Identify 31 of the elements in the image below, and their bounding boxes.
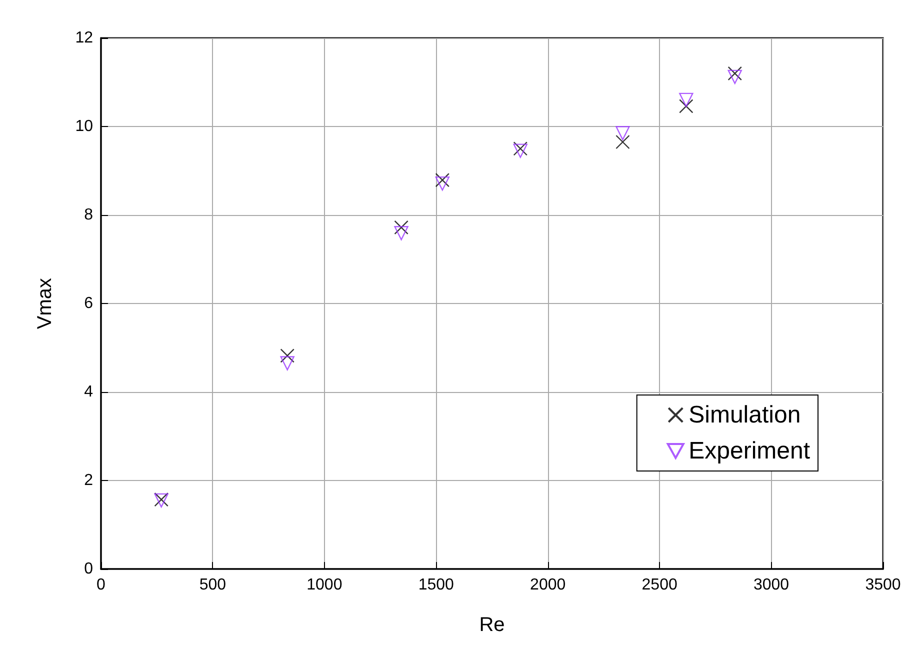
point — [280, 356, 294, 370]
x-tick-label: 2500 — [642, 576, 678, 594]
x-tick-label: 3500 — [865, 576, 901, 594]
point — [435, 172, 450, 188]
point — [728, 66, 742, 80]
point — [435, 176, 450, 191]
point — [616, 134, 630, 150]
y-tick-label: 8 — [84, 206, 94, 224]
x-tick-label: 2000 — [530, 576, 566, 594]
y-tick-label: 4 — [84, 384, 94, 400]
y-axis-title: Vmax — [34, 278, 56, 330]
x-tick-label: 3000 — [753, 576, 790, 594]
point — [394, 220, 408, 234]
y-tick-label: 2 — [84, 472, 94, 489]
point — [728, 70, 742, 84]
x-tick-label: 500 — [199, 576, 226, 594]
x-tick-label: 0 — [96, 576, 106, 594]
point — [280, 348, 294, 363]
y-tick-label: 10 — [75, 118, 94, 135]
legend-label: Simulation — [688, 402, 801, 428]
y-tick-label: 12 — [75, 30, 94, 46]
x-tick-label: 1000 — [306, 576, 342, 594]
x-axis-title: Re — [479, 614, 505, 636]
x-tick-label: 1500 — [418, 576, 454, 594]
point — [679, 92, 694, 108]
legend-label: Experiment — [688, 438, 810, 464]
point — [616, 126, 630, 140]
point — [679, 99, 694, 114]
y-tick-label: 6 — [84, 295, 94, 312]
y-tick-label: 0 — [84, 560, 94, 578]
point — [394, 226, 408, 240]
